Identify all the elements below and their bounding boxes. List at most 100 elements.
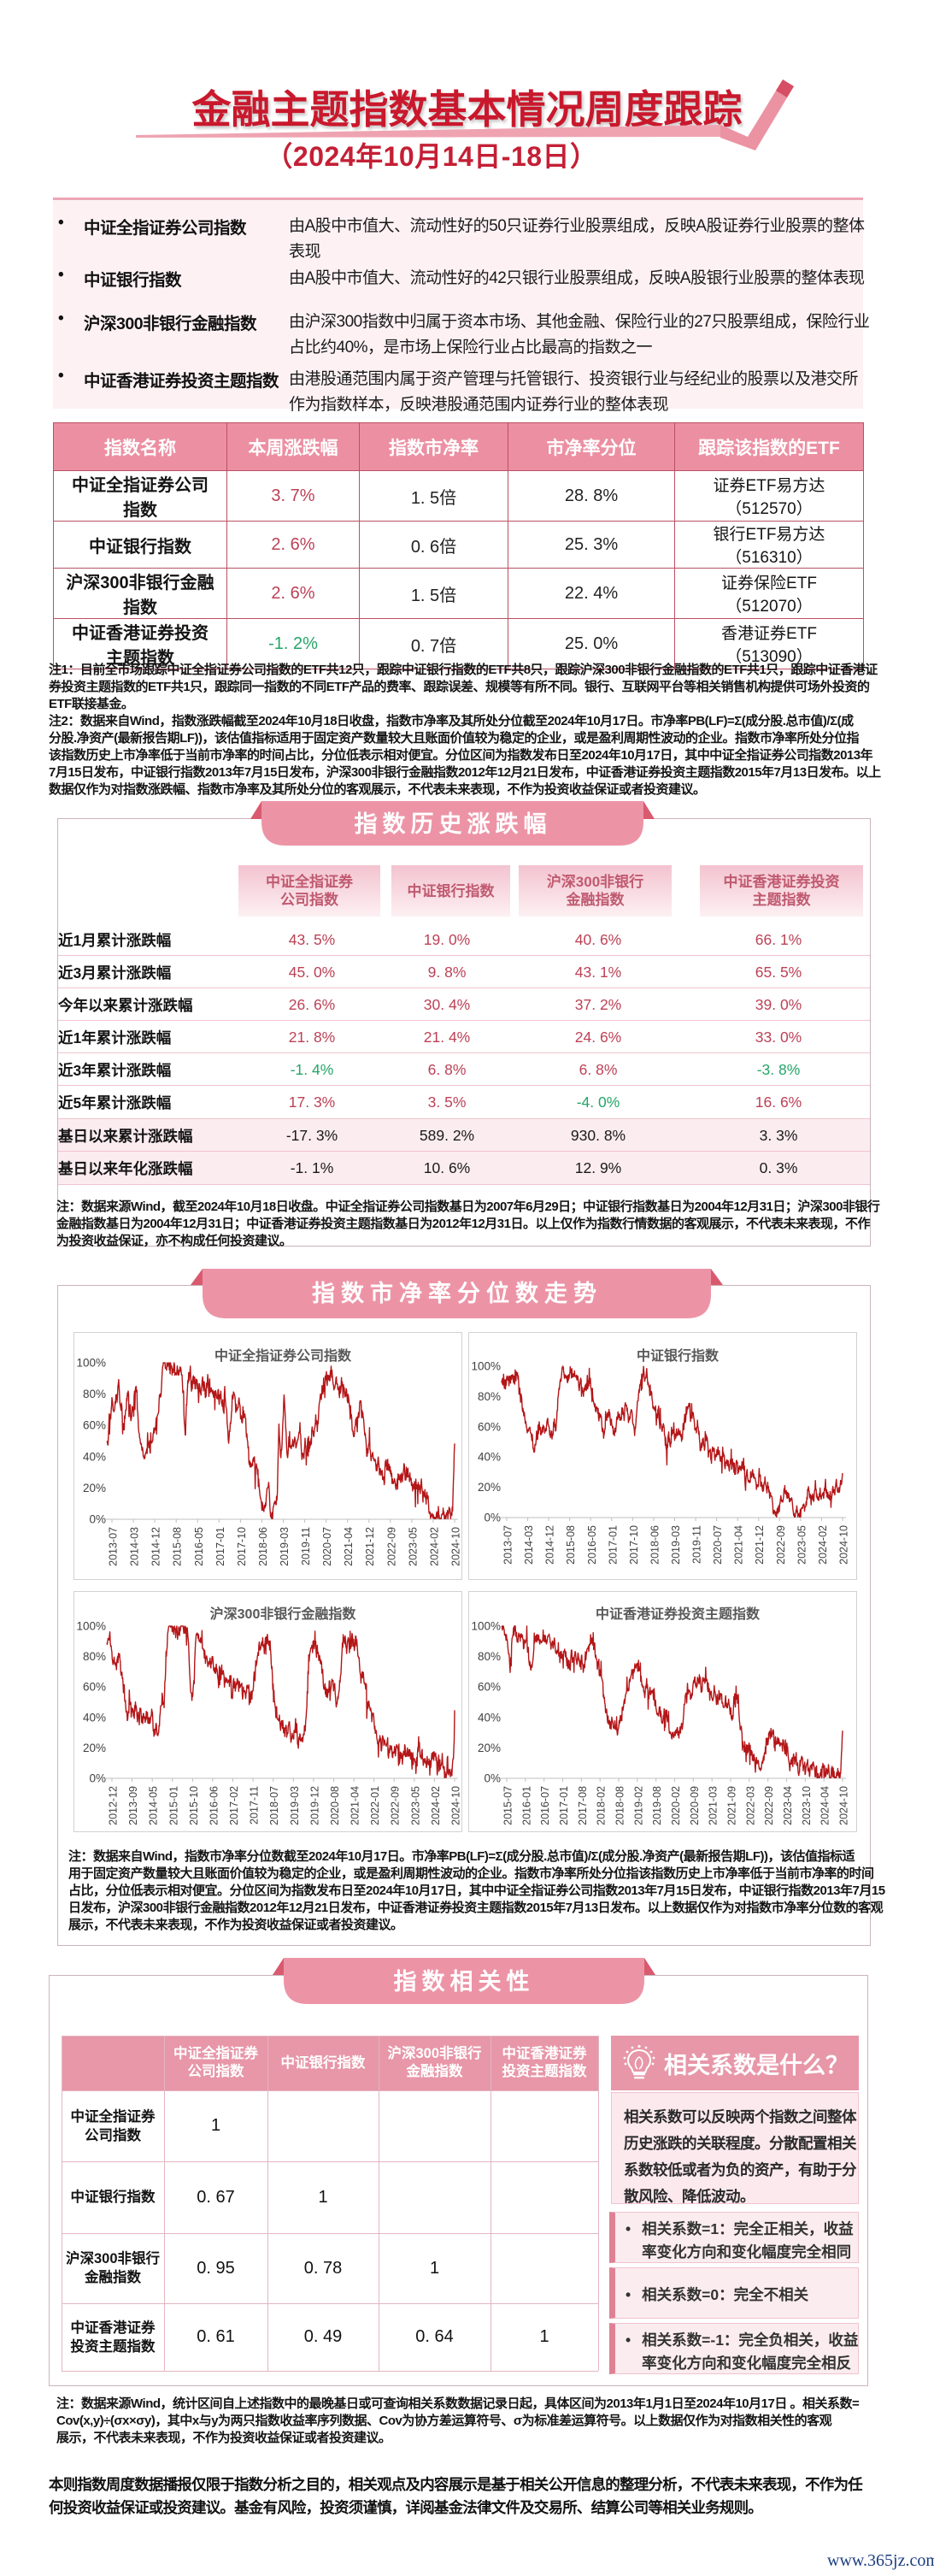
svg-text:2021-04: 2021-04 (350, 1786, 361, 1825)
svg-text:2021-03: 2021-03 (708, 1786, 720, 1825)
svg-text:40%: 40% (83, 1450, 106, 1463)
svg-text:2016-05: 2016-05 (193, 1527, 205, 1566)
svg-text:2015-08: 2015-08 (172, 1527, 184, 1566)
svg-text:100%: 100% (471, 1620, 501, 1633)
svg-text:40%: 40% (478, 1451, 501, 1464)
svg-text:2015-08: 2015-08 (565, 1525, 577, 1565)
svg-text:指数历史涨跌幅: 指数历史涨跌幅 (355, 811, 552, 837)
svg-text:2013-09: 2013-09 (127, 1786, 139, 1825)
svg-text:2019-03: 2019-03 (670, 1525, 682, 1565)
svg-text:2021-04: 2021-04 (733, 1525, 745, 1565)
svg-text:100%: 100% (471, 1360, 501, 1373)
svg-text:0%: 0% (484, 1512, 501, 1524)
svg-text:2024-04: 2024-04 (819, 1786, 831, 1825)
svg-text:20%: 20% (83, 1742, 106, 1754)
svg-text:2014-03: 2014-03 (523, 1525, 535, 1565)
svg-text:2022-01: 2022-01 (369, 1786, 381, 1825)
svg-text:2023-10: 2023-10 (801, 1786, 813, 1825)
svg-text:80%: 80% (83, 1388, 106, 1400)
svg-text:60%: 60% (478, 1681, 501, 1694)
svg-text:2018-07: 2018-07 (268, 1786, 280, 1825)
svg-text:2019-03: 2019-03 (279, 1527, 291, 1566)
svg-text:60%: 60% (83, 1681, 106, 1694)
svg-text:2019-11: 2019-11 (300, 1527, 312, 1565)
svg-text:2012-12: 2012-12 (108, 1786, 120, 1825)
svg-text:20%: 20% (478, 1481, 501, 1494)
svg-text:100%: 100% (76, 1357, 106, 1370)
svg-text:2021-04: 2021-04 (343, 1527, 355, 1566)
svg-text:20%: 20% (83, 1482, 106, 1494)
svg-text:2020-09: 2020-09 (689, 1786, 701, 1825)
svg-text:2016-07: 2016-07 (539, 1786, 551, 1825)
svg-text:2014-03: 2014-03 (129, 1527, 141, 1566)
svg-text:2019-11: 2019-11 (691, 1525, 703, 1564)
svg-text:沪深300非银行金融指数: 沪深300非银行金融指数 (210, 1606, 357, 1622)
svg-text:0%: 0% (484, 1772, 501, 1785)
svg-text:2016-01: 2016-01 (520, 1786, 532, 1825)
svg-text:2017-01: 2017-01 (214, 1527, 226, 1566)
svg-text:2020-02: 2020-02 (670, 1786, 682, 1825)
svg-text:2017-02: 2017-02 (228, 1786, 240, 1825)
svg-text:2017-10: 2017-10 (628, 1525, 640, 1565)
svg-text:2022-03: 2022-03 (744, 1786, 756, 1825)
svg-text:2023-05: 2023-05 (796, 1525, 808, 1565)
svg-text:0%: 0% (89, 1513, 106, 1526)
svg-text:2021-12: 2021-12 (364, 1527, 376, 1566)
svg-text:指数市净率分位数走势: 指数市净率分位数走势 (312, 1280, 602, 1306)
svg-text:2023-04: 2023-04 (782, 1786, 794, 1825)
svg-text:2015-07: 2015-07 (502, 1786, 514, 1825)
svg-text:80%: 80% (478, 1390, 501, 1403)
svg-text:2019-12: 2019-12 (308, 1786, 320, 1825)
svg-text:2017-10: 2017-10 (236, 1527, 248, 1566)
svg-text:2021-09: 2021-09 (726, 1786, 738, 1825)
svg-text:2024-02: 2024-02 (428, 1527, 440, 1566)
svg-text:2024-10: 2024-10 (450, 1527, 462, 1566)
svg-text:20%: 20% (478, 1742, 501, 1754)
svg-text:2019-08: 2019-08 (651, 1786, 663, 1825)
svg-text:2018-08: 2018-08 (614, 1786, 626, 1825)
svg-text:2013-07: 2013-07 (502, 1525, 514, 1565)
svg-text:2017-08: 2017-08 (577, 1786, 589, 1825)
svg-text:2017-01: 2017-01 (607, 1525, 619, 1565)
svg-text:2020-07: 2020-07 (321, 1527, 333, 1566)
svg-text:2020-07: 2020-07 (712, 1525, 724, 1565)
svg-text:100%: 100% (76, 1620, 106, 1633)
svg-text:2023-05: 2023-05 (409, 1786, 421, 1825)
svg-text:60%: 60% (478, 1420, 501, 1433)
svg-text:2024-02: 2024-02 (430, 1786, 442, 1825)
svg-text:2022-09: 2022-09 (775, 1525, 787, 1565)
svg-text:2021-12: 2021-12 (754, 1525, 766, 1565)
svg-text:2022-09: 2022-09 (390, 1786, 402, 1825)
svg-text:40%: 40% (83, 1711, 106, 1724)
svg-text:2024-02: 2024-02 (817, 1525, 829, 1565)
svg-text:2014-05: 2014-05 (148, 1786, 160, 1825)
svg-text:80%: 80% (478, 1650, 501, 1663)
svg-text:指数相关性: 指数相关性 (394, 1969, 535, 1995)
svg-text:中证全指证券公司指数: 中证全指证券公司指数 (214, 1347, 352, 1364)
svg-text:60%: 60% (83, 1419, 106, 1432)
svg-text:0%: 0% (89, 1772, 106, 1785)
svg-text:2014-12: 2014-12 (544, 1525, 556, 1565)
svg-text:2016-05: 2016-05 (586, 1525, 598, 1565)
svg-text:中证香港证券投资主题指数: 中证香港证券投资主题指数 (596, 1606, 761, 1622)
svg-text:2022-09: 2022-09 (763, 1786, 775, 1825)
svg-text:2022-09: 2022-09 (385, 1527, 397, 1566)
svg-text:2015-10: 2015-10 (188, 1786, 200, 1825)
svg-text:2018-06: 2018-06 (257, 1527, 269, 1566)
svg-text:80%: 80% (83, 1650, 106, 1663)
svg-text:2016-06: 2016-06 (208, 1786, 220, 1825)
svg-text:2018-06: 2018-06 (649, 1525, 661, 1565)
svg-text:2019-03: 2019-03 (289, 1786, 301, 1825)
svg-text:2024-10: 2024-10 (838, 1525, 850, 1565)
svg-text:2017-11: 2017-11 (249, 1786, 261, 1824)
svg-text:2024-10: 2024-10 (450, 1786, 462, 1825)
svg-text:2013-07: 2013-07 (108, 1527, 120, 1566)
svg-text:2017-01: 2017-01 (558, 1786, 570, 1825)
svg-text:2018-02: 2018-02 (596, 1786, 608, 1825)
svg-text:2014-12: 2014-12 (150, 1527, 162, 1566)
svg-text:2024-10: 2024-10 (838, 1786, 850, 1825)
svg-text:2019-02: 2019-02 (632, 1786, 644, 1825)
svg-text:2023-05: 2023-05 (407, 1527, 419, 1566)
svg-text:中证银行指数: 中证银行指数 (637, 1347, 720, 1364)
svg-text:40%: 40% (478, 1711, 501, 1724)
